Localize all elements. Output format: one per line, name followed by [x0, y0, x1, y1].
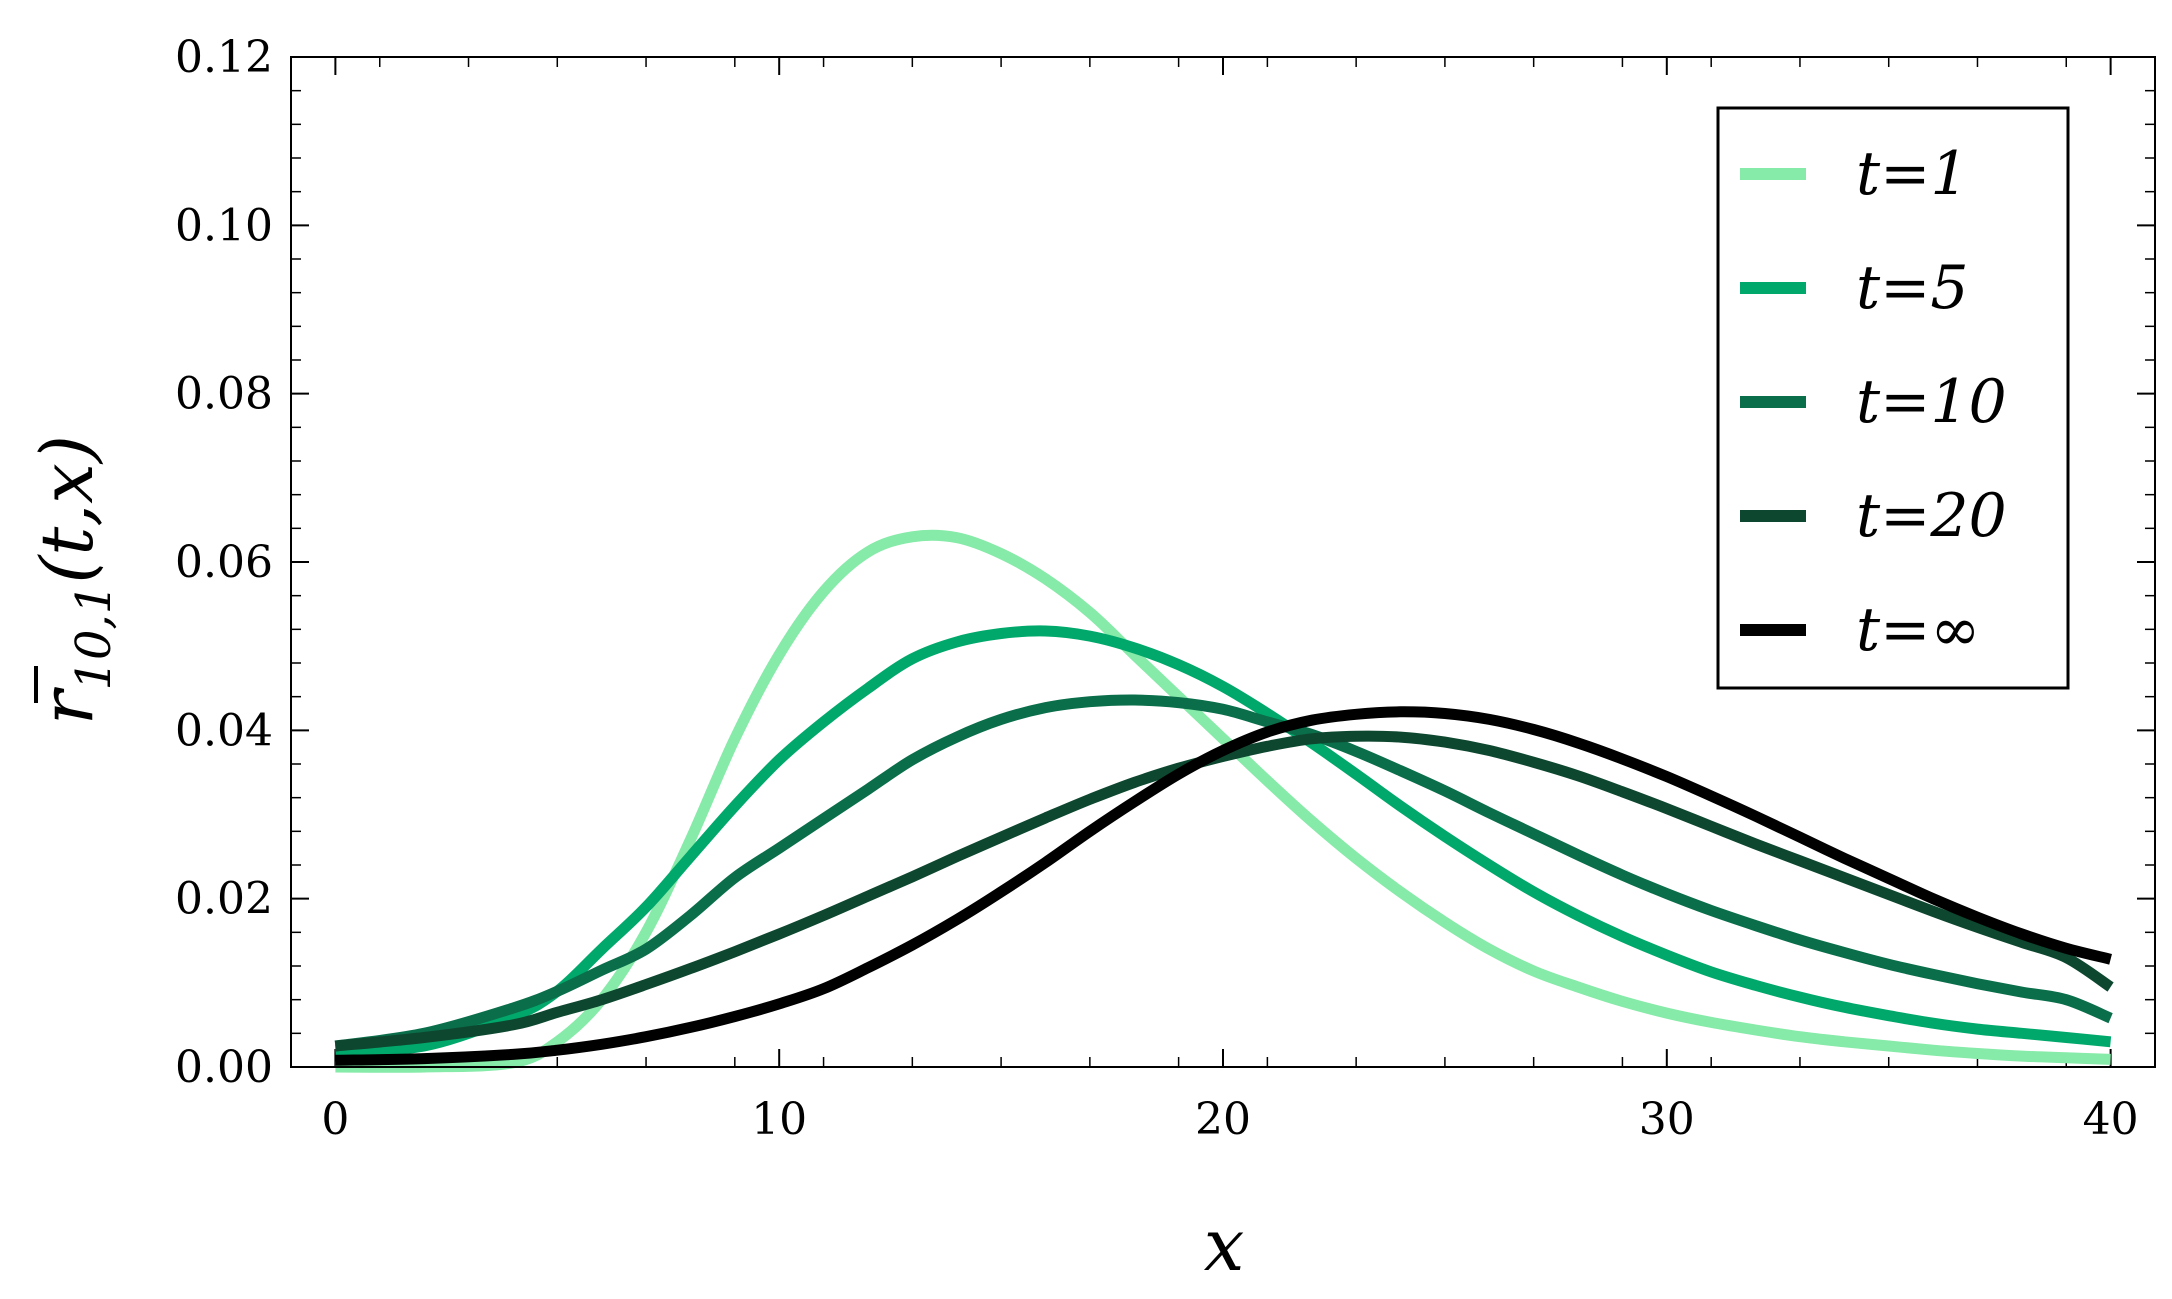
x-tick-label: 30 — [1639, 1094, 1695, 1145]
y-tick-label: 0.08 — [175, 369, 273, 420]
ticks-layer: 0 10 20 30 40 0.00 0.02 0.04 0.06 0.08 0.10 0.12 — [175, 32, 2156, 1145]
y-tick-label: 0.12 — [175, 32, 273, 83]
legend: t=1 t=5 t=10 t=20 t=∞ — [1716, 106, 2070, 690]
svg-text:r10,1(t,x): r10,1(t,x) — [25, 435, 122, 725]
y-axis-title-subscript: 10,1 — [66, 584, 122, 691]
y-axis-title-args: (t,x) — [25, 435, 109, 584]
legend-label: t=10 — [1856, 367, 2007, 437]
y-axis-title-base: r — [25, 687, 109, 725]
x-tick-label: 40 — [2083, 1094, 2139, 1145]
series-line-5 — [335, 706, 2112, 1066]
series-line-2 — [335, 625, 2112, 1056]
x-axis-title: x — [1204, 1203, 1245, 1287]
y-tick-label: 0.10 — [175, 200, 273, 251]
x-tick-label: 10 — [751, 1094, 807, 1145]
legend-label: t=1 — [1856, 139, 1969, 209]
x-tick-label: 20 — [1195, 1094, 1251, 1145]
series-layer — [334, 529, 2114, 1073]
plot-frame — [290, 56, 2156, 1068]
legend-label: t=20 — [1856, 481, 2007, 551]
y-tick-label: 0.00 — [175, 1042, 273, 1093]
series-line-3 — [334, 694, 2113, 1052]
legend-label: t=5 — [1856, 253, 1969, 323]
y-axis-title: r10,1(t,x) — [25, 435, 122, 725]
x-tick-label: 0 — [321, 1094, 349, 1145]
y-tick-label: 0.02 — [175, 874, 273, 925]
y-tick-label: 0.06 — [175, 537, 273, 588]
legend-label: t=∞ — [1856, 595, 1980, 665]
series-line-4 — [334, 730, 2114, 1052]
y-tick-label: 0.04 — [175, 705, 273, 756]
